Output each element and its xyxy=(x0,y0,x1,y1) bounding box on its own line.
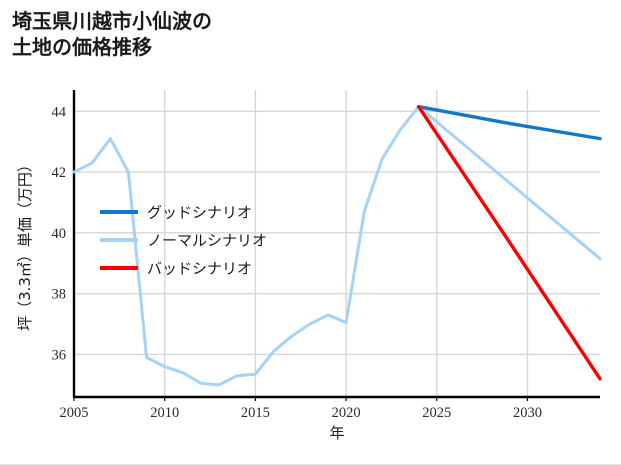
x-tick-label: 2010 xyxy=(150,405,179,421)
data-series-layer xyxy=(72,105,602,387)
y-tick-label: 40 xyxy=(52,226,67,242)
x-tick-label: 2020 xyxy=(332,405,361,421)
page-title: 埼玉県川越市小仙波の 土地の価格推移 xyxy=(12,9,212,60)
y-tick-label: 44 xyxy=(52,104,67,120)
x-tick-label: 2015 xyxy=(241,405,270,421)
y-axis-title: 坪（3.3㎡）単価（万円） xyxy=(16,157,34,331)
legend-label[interactable]: ノーマルシナリオ xyxy=(147,234,267,250)
series-line-bad xyxy=(416,105,602,381)
y-axis-tick-labels: 36 38 40 42 44 xyxy=(52,104,67,363)
x-tick-label: 2030 xyxy=(513,405,542,421)
x-axis-title: 年 xyxy=(329,424,344,442)
series-line-normal xyxy=(72,105,602,387)
gridlines xyxy=(74,90,600,397)
x-axis-tick-labels: 2005 2010 2015 2020 2025 2030 xyxy=(60,405,542,421)
x-tick-label: 2005 xyxy=(60,405,89,421)
y-tick-label: 36 xyxy=(52,347,67,363)
series-line-good xyxy=(416,105,602,141)
y-tick-label: 42 xyxy=(52,165,67,181)
legend-label[interactable]: バッドシナリオ xyxy=(147,262,252,278)
y-tick-label: 38 xyxy=(52,287,67,303)
x-tick-label: 2025 xyxy=(422,405,451,421)
legend-label[interactable]: グッドシナリオ xyxy=(147,205,252,222)
